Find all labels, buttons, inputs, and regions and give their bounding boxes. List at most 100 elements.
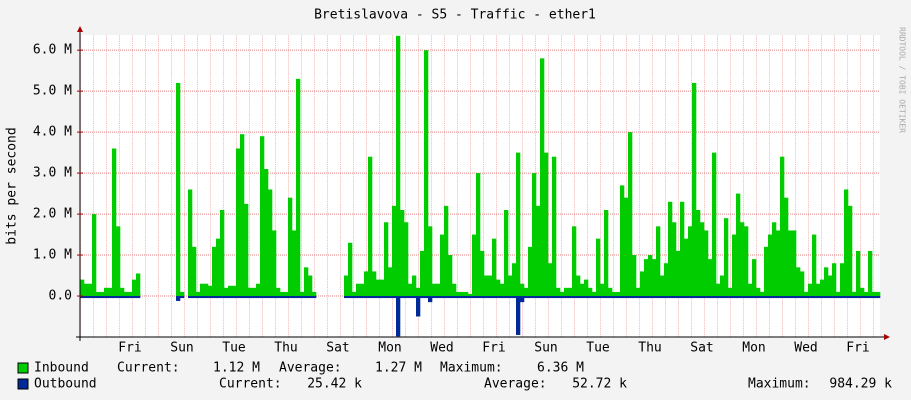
area-segment bbox=[868, 296, 873, 299]
area-segment bbox=[220, 209, 225, 297]
area-segment bbox=[224, 287, 229, 297]
area-segment bbox=[452, 283, 457, 297]
area-segment bbox=[136, 296, 141, 299]
area-segment bbox=[248, 296, 253, 299]
area-segment bbox=[828, 275, 833, 297]
area-segment bbox=[308, 296, 313, 299]
area-segment bbox=[584, 279, 589, 297]
area-segment bbox=[768, 296, 773, 299]
area-segment bbox=[188, 189, 193, 297]
area-segment bbox=[376, 296, 381, 299]
area-segment bbox=[620, 185, 625, 297]
area-segment bbox=[696, 209, 701, 297]
y-tick-label: 0.0 bbox=[49, 289, 72, 304]
area-segment bbox=[468, 296, 473, 299]
area-segment bbox=[636, 287, 641, 297]
area-segment bbox=[108, 296, 113, 299]
legend-stat-value: 984.29 k bbox=[829, 377, 892, 392]
area-segment bbox=[848, 205, 853, 297]
area-segment bbox=[868, 250, 873, 297]
area-segment bbox=[464, 296, 469, 299]
marks-layer bbox=[80, 35, 881, 337]
area-segment bbox=[532, 296, 537, 299]
area-segment bbox=[740, 222, 745, 297]
x-tick-label: Tue bbox=[222, 341, 246, 356]
area-segment bbox=[92, 214, 97, 297]
area-segment bbox=[616, 296, 621, 299]
area-segment bbox=[768, 234, 773, 297]
area-segment bbox=[712, 296, 717, 299]
area-segment bbox=[264, 296, 269, 299]
area-segment bbox=[728, 296, 733, 299]
area-segment bbox=[432, 296, 437, 299]
area-segment bbox=[780, 156, 785, 297]
area-segment bbox=[228, 296, 233, 299]
area-segment bbox=[216, 296, 221, 299]
area-segment bbox=[80, 296, 85, 299]
area-segment bbox=[836, 291, 841, 297]
area-segment bbox=[864, 296, 869, 299]
area-segment bbox=[256, 283, 261, 297]
area-segment bbox=[620, 296, 625, 299]
area-segment bbox=[600, 283, 605, 297]
x-tick-label: Sat bbox=[690, 341, 713, 356]
area-segment bbox=[628, 296, 633, 299]
area-segment bbox=[584, 296, 589, 299]
area-segment bbox=[476, 173, 481, 297]
area-segment bbox=[428, 226, 433, 297]
area-segment bbox=[808, 283, 813, 297]
area-segment bbox=[588, 296, 593, 299]
area-segment bbox=[612, 296, 617, 299]
area-segment bbox=[484, 275, 489, 297]
area-segment bbox=[676, 250, 681, 297]
area-segment bbox=[208, 285, 213, 297]
area-segment bbox=[844, 296, 849, 299]
area-segment bbox=[224, 296, 229, 299]
area-segment bbox=[548, 263, 553, 297]
area-segment bbox=[424, 296, 429, 299]
legend-stat-name: Average: bbox=[279, 361, 342, 376]
area-segment bbox=[564, 287, 569, 297]
area-segment bbox=[716, 296, 721, 299]
area-segment bbox=[508, 275, 513, 297]
area-segment bbox=[232, 285, 237, 297]
area-segment bbox=[480, 296, 485, 299]
area-segment bbox=[96, 296, 101, 299]
y-tick-label: 5.0 M bbox=[33, 84, 72, 99]
area-segment bbox=[624, 296, 629, 299]
area-segment bbox=[180, 296, 185, 299]
area-segment bbox=[524, 287, 529, 297]
area-segment bbox=[848, 296, 853, 299]
area-segment bbox=[368, 296, 373, 299]
area-segment bbox=[832, 263, 837, 297]
area-segment bbox=[684, 296, 689, 299]
area-segment bbox=[388, 267, 393, 297]
area-segment bbox=[816, 283, 821, 297]
area-segment bbox=[720, 296, 725, 299]
area-segment bbox=[804, 291, 809, 297]
area-segment bbox=[232, 296, 237, 299]
x-tick-label: Thu bbox=[638, 341, 661, 356]
legend-stat-name: Maximum: bbox=[748, 377, 811, 392]
area-segment bbox=[872, 296, 877, 299]
area-segment bbox=[208, 296, 213, 299]
area-segment bbox=[644, 259, 649, 297]
area-segment bbox=[668, 296, 673, 299]
area-segment bbox=[652, 259, 657, 297]
area-segment bbox=[192, 296, 197, 299]
area-segment bbox=[560, 296, 565, 299]
area-segment bbox=[460, 296, 465, 299]
area-segment bbox=[260, 136, 265, 297]
area-segment bbox=[744, 296, 749, 299]
area-segment bbox=[200, 296, 205, 299]
area-segment bbox=[820, 279, 825, 297]
area-segment bbox=[84, 283, 89, 297]
area-segment bbox=[500, 283, 505, 297]
area-segment bbox=[824, 267, 829, 297]
area-segment bbox=[800, 271, 805, 297]
area-segment bbox=[576, 275, 581, 297]
area-segment bbox=[256, 296, 261, 299]
area-segment bbox=[592, 291, 597, 297]
area-segment bbox=[540, 296, 545, 299]
area-segment bbox=[632, 255, 637, 297]
